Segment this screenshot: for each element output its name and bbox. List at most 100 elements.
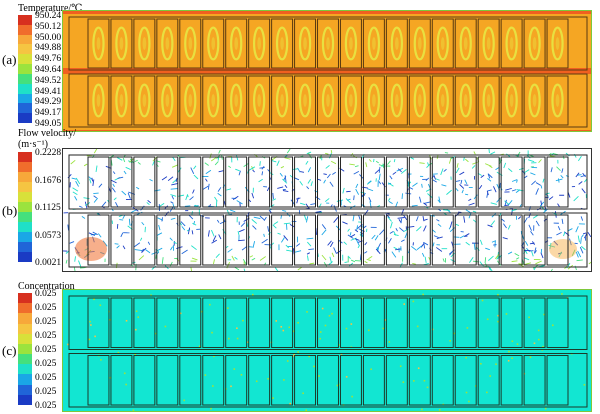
velocity-vector xyxy=(364,260,368,264)
velocity-vector xyxy=(161,176,168,181)
velocity-vector xyxy=(251,192,255,199)
velocity-vector xyxy=(388,238,392,244)
velocity-vector xyxy=(577,250,582,258)
velocity-vector xyxy=(371,234,376,240)
velocity-vector xyxy=(215,253,220,259)
cell-outline xyxy=(110,18,133,69)
concentration-speck xyxy=(423,379,426,382)
cell-outline xyxy=(500,18,523,69)
concentration-background xyxy=(63,290,591,411)
velocity-vector xyxy=(471,165,476,169)
velocity-vector xyxy=(561,218,564,225)
cell-outline xyxy=(248,355,271,406)
velocity-vector xyxy=(507,224,511,230)
concentration-speck xyxy=(240,373,243,376)
velocity-vector xyxy=(503,162,507,169)
concentration-speck xyxy=(345,327,348,330)
velocity-vector xyxy=(501,218,505,222)
concentration-speck xyxy=(367,329,370,332)
velocity-vector xyxy=(490,151,496,155)
hotspot-contour xyxy=(413,26,426,61)
velocity-vector xyxy=(357,244,361,249)
cell-outline xyxy=(87,355,110,406)
velocity-vector xyxy=(310,181,313,187)
velocity-vector xyxy=(266,186,270,192)
velocity-vector xyxy=(277,232,281,235)
concentration-speck xyxy=(412,300,415,303)
velocity-vector xyxy=(511,260,518,263)
velocity-vector xyxy=(135,186,140,190)
velocity-vector xyxy=(556,231,562,236)
concentration-speck xyxy=(583,384,586,386)
colorbar-tick-label: 949.88 xyxy=(35,43,62,54)
hotspot-core xyxy=(440,37,445,50)
velocity-vector xyxy=(330,160,337,165)
velocity-vector xyxy=(387,160,391,165)
cell-outline xyxy=(385,214,408,266)
colorbar-tick-label: 950.12 xyxy=(35,21,62,32)
velocity-vector xyxy=(207,183,210,190)
velocity-vector xyxy=(397,168,402,173)
velocity-vector xyxy=(321,229,327,236)
cell-outline xyxy=(202,75,225,126)
velocity-vector xyxy=(74,256,76,262)
velocity-vector xyxy=(307,255,309,261)
concentration-speck xyxy=(90,324,92,326)
velocity-vector xyxy=(125,166,131,170)
cell-outline xyxy=(271,18,294,69)
velocity-vector xyxy=(432,179,437,183)
velocity-vector xyxy=(315,210,322,213)
velocity-vector xyxy=(581,188,586,194)
velocity-vector xyxy=(425,177,430,181)
velocity-vector xyxy=(574,265,577,271)
cell-outline xyxy=(362,214,385,266)
cell-outline xyxy=(179,214,202,266)
velocity-background xyxy=(63,149,591,271)
colorbar-swatch xyxy=(18,192,32,202)
hotspot-contour xyxy=(436,83,449,118)
colorbar-swatch xyxy=(18,354,32,365)
cell-outline xyxy=(271,355,294,406)
velocity-vector xyxy=(285,244,290,249)
velocity-vector xyxy=(487,173,493,179)
velocity-vector xyxy=(469,257,474,263)
cell-outline xyxy=(339,75,362,126)
concentration-speck xyxy=(426,386,429,389)
velocity-vector xyxy=(516,257,520,260)
velocity-vector xyxy=(366,258,371,261)
concentration-speck xyxy=(251,293,254,296)
velocity-vector xyxy=(563,231,566,237)
velocity-vector xyxy=(540,252,544,259)
velocity-vector xyxy=(252,241,256,248)
concentration-speck xyxy=(324,324,327,327)
concentration-speck xyxy=(305,409,308,411)
velocity-vector xyxy=(343,241,348,245)
velocity-vector xyxy=(445,208,451,214)
velocity-vector xyxy=(235,154,239,161)
velocity-vector xyxy=(403,214,408,221)
velocity-vector xyxy=(423,218,428,221)
velocity-vector xyxy=(101,201,107,207)
hotspot-contour xyxy=(252,83,266,118)
concentration-speck xyxy=(292,355,295,357)
velocity-vector xyxy=(237,231,240,236)
concentration-speck xyxy=(211,331,213,334)
velocity-vector xyxy=(511,189,517,192)
velocity-vector xyxy=(582,232,587,235)
velocity-vector xyxy=(280,215,282,219)
velocity-vector xyxy=(491,240,497,243)
velocity-vector xyxy=(526,247,531,253)
velocity-vector xyxy=(122,245,126,250)
velocity-vector xyxy=(568,228,573,232)
concentration-speck xyxy=(417,367,420,370)
velocity-vector xyxy=(365,162,368,168)
velocity-vector xyxy=(358,214,361,220)
velocity-vector xyxy=(577,235,580,243)
velocity-vector xyxy=(171,164,178,168)
concentration-speck xyxy=(293,353,296,356)
velocity-vector xyxy=(141,221,145,226)
cell-outline xyxy=(546,214,569,266)
velocity-vector xyxy=(202,185,209,190)
hotspot-core xyxy=(486,94,491,107)
velocity-vector xyxy=(305,160,309,165)
